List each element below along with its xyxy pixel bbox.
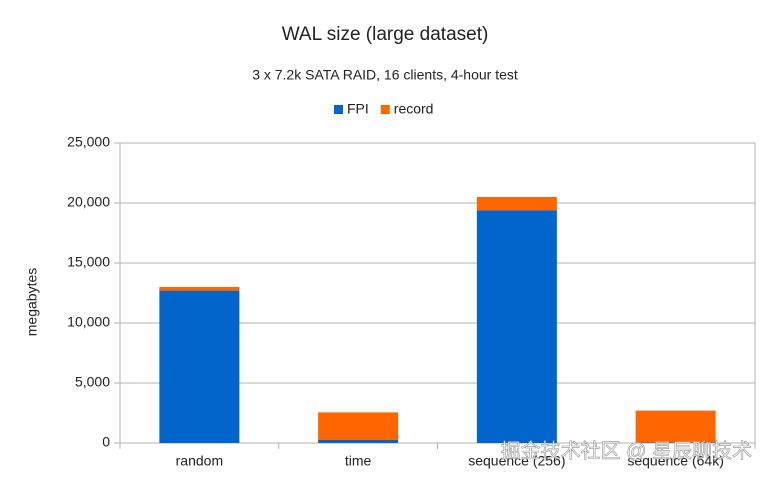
y-tick-label: 15,000 [67, 254, 110, 270]
legend-label: FPI [347, 101, 369, 117]
x-tick-label: sequence (64k) [627, 453, 724, 469]
x-tick-label: sequence (256) [468, 453, 565, 469]
y-tick-label: 10,000 [67, 314, 110, 330]
chart-subtitle: 3 x 7.2k SATA RAID, 16 clients, 4-hour t… [252, 67, 518, 83]
bar-segment [635, 442, 716, 443]
x-tick-label: random [176, 453, 223, 469]
bar-segment [318, 412, 399, 440]
legend-swatch [334, 105, 343, 114]
legend-swatch [380, 105, 390, 114]
bar-segment [476, 197, 557, 211]
bar-segment [318, 440, 399, 443]
y-tick-label: 0 [102, 434, 110, 450]
y-tick-label: 20,000 [67, 194, 110, 210]
x-tick-label: time [345, 453, 372, 469]
bar-segment [635, 410, 716, 443]
y-axis-label: megabytes [24, 268, 40, 336]
chart-title: WAL size (large dataset) [282, 24, 489, 45]
y-tick-label: 25,000 [67, 134, 110, 150]
watermark: 掘金技术社区 @ 星辰聊技术 [501, 439, 752, 462]
bar-segment [159, 290, 240, 443]
bar-segment [476, 210, 557, 443]
bar-segment [159, 287, 240, 291]
y-tick-label: 5,000 [75, 374, 110, 390]
legend-label: record [394, 101, 434, 117]
